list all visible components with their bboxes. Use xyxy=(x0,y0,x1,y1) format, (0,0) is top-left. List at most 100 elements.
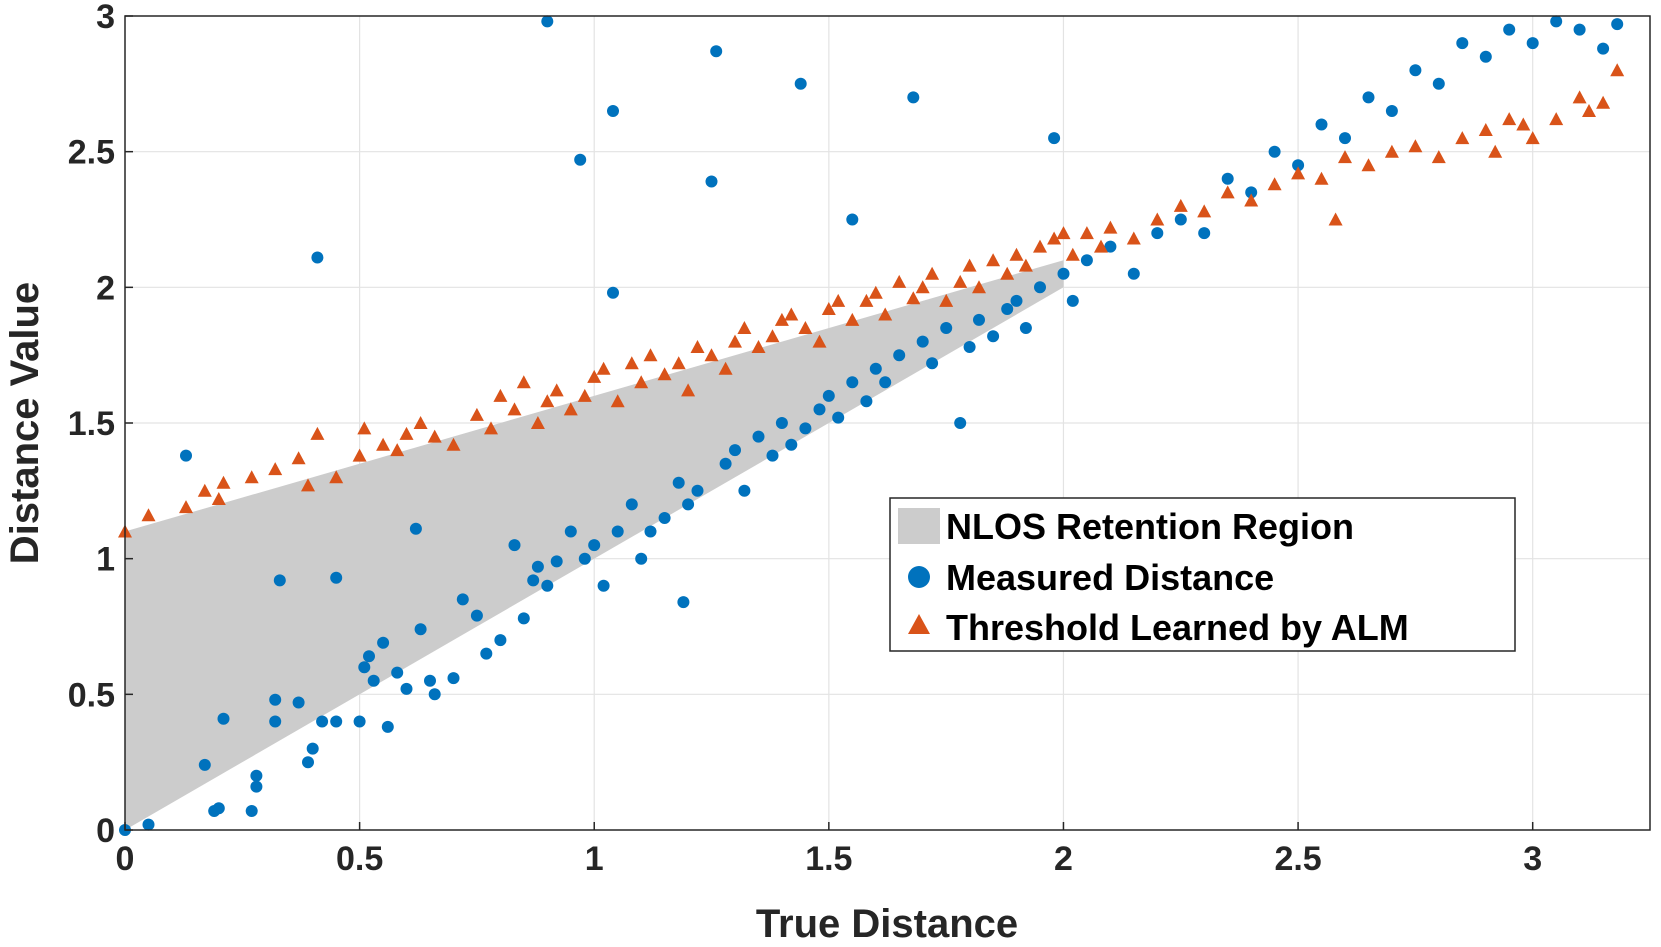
measured-point xyxy=(250,780,263,793)
threshold-point xyxy=(587,369,602,383)
measured-point xyxy=(1526,37,1539,50)
y-tick-label: 2 xyxy=(96,269,115,307)
measured-point xyxy=(658,512,671,524)
measured-point xyxy=(311,251,324,264)
measured-point xyxy=(963,341,976,353)
threshold-point xyxy=(1582,104,1596,117)
measured-point xyxy=(597,579,610,592)
threshold-point xyxy=(892,274,907,288)
threshold-point xyxy=(1018,258,1033,272)
measured-point xyxy=(1080,254,1093,267)
measured-point xyxy=(588,539,601,552)
legend-triangle-marker xyxy=(908,614,930,634)
measured-point xyxy=(367,674,380,687)
threshold-point xyxy=(1610,63,1625,77)
measured-point xyxy=(940,322,953,334)
y-tick-label: 1.5 xyxy=(68,405,115,443)
measured-point xyxy=(330,571,343,584)
measured-point xyxy=(377,636,390,649)
threshold-point xyxy=(1220,185,1235,199)
legend-measured-label: Measured Distance xyxy=(946,557,1274,598)
threshold-point xyxy=(530,416,545,429)
measured-point xyxy=(1611,18,1624,31)
measured-point xyxy=(1010,294,1023,307)
threshold-point xyxy=(310,426,325,440)
measured-point xyxy=(672,476,685,489)
measured-point xyxy=(973,313,985,326)
threshold-point xyxy=(718,361,733,375)
measured-point xyxy=(1151,227,1164,240)
y-tick-label: 0.5 xyxy=(68,676,115,714)
y-tick-label: 0 xyxy=(96,812,115,850)
measured-point xyxy=(766,449,779,462)
threshold-point xyxy=(1488,144,1503,158)
threshold-point xyxy=(197,483,212,497)
measured-point xyxy=(860,395,873,408)
threshold-point xyxy=(577,388,592,402)
measured-point xyxy=(691,484,704,497)
measured-point xyxy=(180,449,192,462)
measured-point xyxy=(1268,145,1281,158)
threshold-point xyxy=(690,340,705,353)
measured-point xyxy=(705,175,718,188)
measured-point xyxy=(869,362,882,375)
measured-point xyxy=(926,357,939,370)
measured-point xyxy=(775,417,788,429)
measured-point xyxy=(363,650,375,663)
threshold-point xyxy=(540,394,555,408)
threshold-point xyxy=(681,383,696,397)
measured-point xyxy=(316,715,329,728)
threshold-point xyxy=(1572,90,1587,104)
threshold-point xyxy=(751,340,766,353)
threshold-point xyxy=(624,356,639,370)
threshold-point xyxy=(986,253,1001,267)
measured-point xyxy=(1385,105,1398,117)
threshold-point xyxy=(427,429,442,443)
measured-point xyxy=(893,349,906,362)
measured-point xyxy=(1362,91,1375,104)
threshold-point xyxy=(1549,112,1564,126)
x-tick-label: 2 xyxy=(1054,840,1073,878)
measured-point xyxy=(409,522,422,535)
measured-point xyxy=(729,444,741,457)
measured-point xyxy=(1001,303,1014,315)
threshold-point xyxy=(798,321,813,334)
threshold-point xyxy=(831,293,846,307)
measured-point xyxy=(212,802,225,815)
threshold-point xyxy=(1328,212,1343,226)
measured-point xyxy=(822,389,835,402)
y-tick-label: 3 xyxy=(96,0,115,36)
measured-point xyxy=(428,688,441,701)
threshold-point xyxy=(1596,95,1611,109)
threshold-point xyxy=(737,321,752,334)
measured-point xyxy=(358,661,371,674)
measured-point xyxy=(391,666,404,679)
threshold-point xyxy=(1000,266,1015,280)
x-tick-label: 0.5 xyxy=(336,840,383,878)
threshold-point xyxy=(352,448,367,462)
measured-point xyxy=(527,574,540,587)
threshold-point xyxy=(1244,193,1259,207)
threshold-point xyxy=(1094,239,1108,253)
x-tick-label: 1 xyxy=(585,840,604,878)
measured-point xyxy=(1409,64,1422,77)
measured-point xyxy=(846,376,859,389)
x-tick-label: 2.5 xyxy=(1274,840,1321,878)
threshold-point xyxy=(906,291,921,305)
y-tick-label: 2.5 xyxy=(68,134,115,172)
measured-point xyxy=(794,77,807,90)
threshold-point xyxy=(216,475,231,489)
threshold-point xyxy=(211,492,226,505)
measured-point xyxy=(414,623,427,636)
threshold-point xyxy=(962,258,977,272)
threshold-point xyxy=(1173,198,1188,212)
threshold-point xyxy=(1361,158,1376,172)
threshold-point xyxy=(728,334,742,348)
measured-point xyxy=(677,596,690,609)
measured-point xyxy=(1127,267,1140,280)
measured-point xyxy=(1292,159,1305,172)
threshold-point xyxy=(1384,144,1399,158)
threshold-point xyxy=(1056,226,1071,240)
threshold-point xyxy=(1478,123,1493,136)
threshold-point xyxy=(493,388,508,402)
